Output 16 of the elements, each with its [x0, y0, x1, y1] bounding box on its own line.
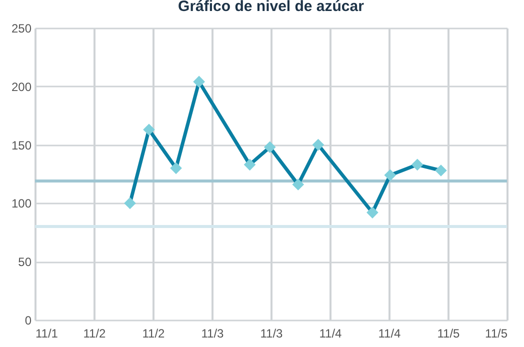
x-tick-label: 11/2: [83, 326, 106, 340]
y-tick-label: 0: [24, 314, 32, 328]
y-tick-label: 50: [18, 255, 32, 270]
chart-title: Gráfico de nivel de azúcar: [178, 0, 364, 15]
x-tick-label: 11/5: [437, 326, 460, 340]
x-tick-label: 11/4: [319, 326, 342, 340]
y-tick-label: 150: [11, 138, 32, 152]
y-tick-label: 200: [11, 80, 32, 94]
x-tick-label: 11/2: [142, 326, 166, 340]
x-tick-label: 11/1: [36, 326, 58, 340]
x-tick-label: 11/4: [378, 326, 402, 340]
y-tick-label: 100: [11, 196, 32, 211]
x-tick-label: 11/5: [485, 326, 508, 340]
x-tick-label: 11/3: [201, 326, 224, 340]
y-tick-label: 250: [11, 22, 32, 36]
x-tick-label: 11/3: [260, 326, 284, 340]
